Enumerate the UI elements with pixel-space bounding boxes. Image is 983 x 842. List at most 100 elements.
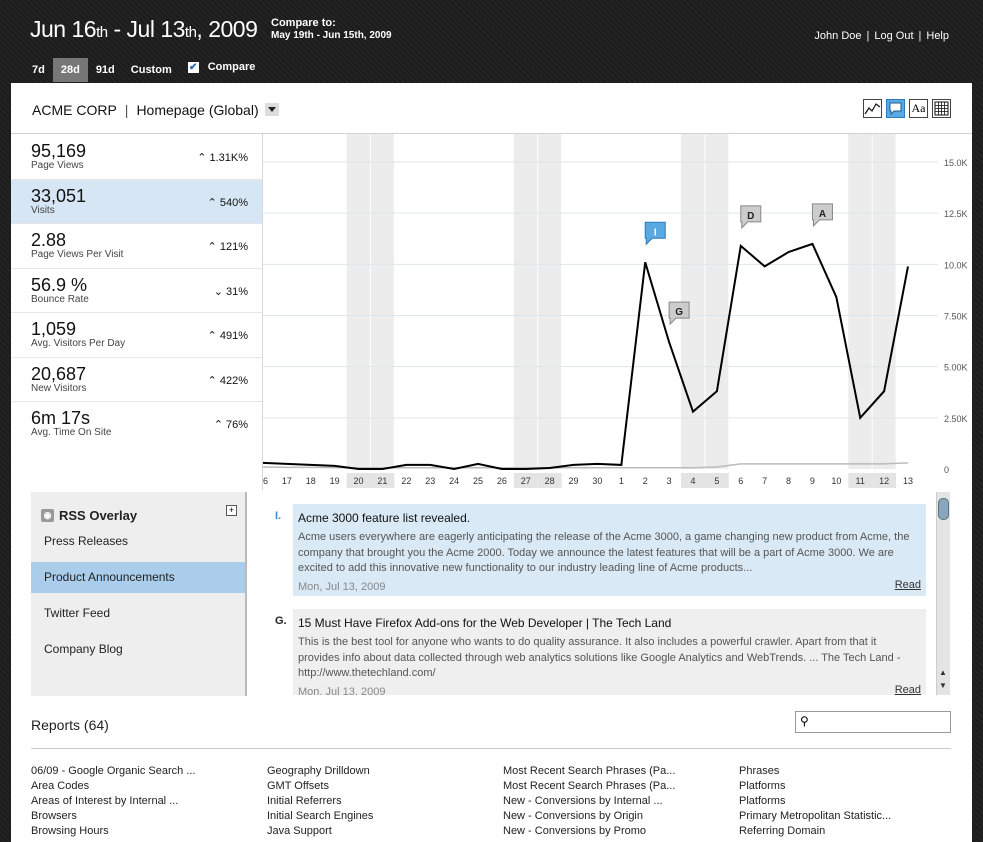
report-link[interactable]: Platforms bbox=[739, 780, 786, 792]
metric-page-views-per-visit[interactable]: 2.88 Page Views Per Visit ⌃ 121% bbox=[11, 224, 262, 269]
feed-twitter[interactable]: Twitter Feed bbox=[44, 606, 111, 620]
metric-change-value: 491% bbox=[219, 330, 248, 342]
range-tab-custom[interactable]: Custom bbox=[130, 64, 172, 76]
scroll-up-icon[interactable]: ▲ bbox=[939, 668, 947, 677]
metric-change-value: 121% bbox=[219, 241, 248, 253]
grid-icon[interactable] bbox=[932, 99, 951, 118]
metric-label: Avg. Time On Site bbox=[31, 427, 112, 438]
metric-change-value: 76% bbox=[225, 419, 248, 431]
report-link[interactable]: 06/09 - Google Organic Search ... bbox=[31, 765, 196, 777]
separator: | bbox=[918, 30, 922, 42]
text-icon[interactable]: Aa bbox=[909, 99, 928, 118]
metric-label: Avg. Visitors Per Day bbox=[31, 338, 126, 349]
report-link[interactable]: Phrases bbox=[739, 765, 780, 777]
report-link[interactable]: Platforms bbox=[739, 795, 786, 807]
metric-change-value: 422% bbox=[219, 374, 248, 387]
date-separator: - bbox=[107, 16, 127, 42]
search-icon: ⚲ bbox=[800, 714, 809, 728]
report-link[interactable]: New - Conversions by Promo bbox=[503, 825, 647, 837]
metric-label: Visits bbox=[31, 204, 55, 216]
site-dropdown-icon[interactable] bbox=[264, 103, 279, 116]
report-search[interactable]: ⚲ bbox=[795, 711, 951, 733]
help-link[interactable]: Help bbox=[926, 30, 949, 42]
x-tick-label: 21 bbox=[377, 476, 387, 486]
site-name[interactable]: Homepage (Global) bbox=[136, 102, 259, 118]
x-tick-label: 20 bbox=[354, 476, 364, 486]
report-search-input[interactable] bbox=[816, 714, 946, 730]
add-feed-button[interactable]: + bbox=[226, 505, 237, 516]
user-name[interactable]: John Doe bbox=[814, 30, 862, 42]
account-name[interactable]: ACME CORP bbox=[32, 102, 117, 118]
report-link[interactable]: Most Recent Search Phrases (Pa... bbox=[503, 780, 676, 792]
report-link[interactable]: Browsers bbox=[31, 810, 77, 822]
comment-icon[interactable] bbox=[886, 99, 905, 118]
report-column: Most Recent Search Phrases (Pa... Most R… bbox=[503, 765, 675, 840]
x-tick-bg bbox=[346, 473, 371, 488]
x-tick-label: 8 bbox=[786, 476, 791, 486]
metric-change: ⌃ 491% bbox=[208, 329, 248, 342]
report-link[interactable]: Referring Domain bbox=[739, 825, 826, 837]
read-link[interactable]: Read bbox=[894, 579, 921, 591]
report-link[interactable]: Most Recent Search Phrases (Pa... bbox=[503, 765, 676, 777]
report-link[interactable]: Java Support bbox=[267, 825, 332, 837]
rss-item[interactable]: G. 15 Must Have Firefox Add-ons for the … bbox=[275, 609, 926, 695]
report-link[interactable]: Geography Drilldown bbox=[267, 765, 370, 777]
metric-value: 2.88 bbox=[31, 230, 67, 250]
x-tick-label: 13 bbox=[903, 476, 913, 486]
rss-title-text: RSS Overlay bbox=[59, 508, 138, 523]
reports-title: Reports (64) bbox=[31, 717, 109, 733]
breadcrumb-separator: | bbox=[124, 102, 129, 118]
report-link[interactable]: Browsing Hours bbox=[31, 825, 109, 837]
report-link[interactable]: GMT Offsets bbox=[267, 780, 329, 792]
up-arrow-icon: ⌃ bbox=[207, 330, 217, 342]
scrollbar-thumb[interactable] bbox=[938, 498, 949, 520]
feed-company-blog[interactable]: Company Blog bbox=[44, 642, 123, 656]
item-marker: G. bbox=[275, 615, 287, 627]
chart-canvas: 02.50K5.00K7.50K10.0K12.5K15.0K161718192… bbox=[263, 134, 968, 488]
report-link[interactable]: Initial Referrers bbox=[267, 795, 342, 807]
scroll-down-icon[interactable]: ▼ bbox=[939, 681, 947, 690]
report-column: Geography Drilldown GMT Offsets Initial … bbox=[267, 765, 373, 840]
compare-checkbox[interactable]: ✔ bbox=[187, 61, 199, 73]
rss-item[interactable]: I. Acme 3000 feature list revealed. Acme… bbox=[275, 504, 926, 596]
range-tabs: 7d 28d 91d Custom ✔ Compare bbox=[24, 58, 255, 82]
visits-chart[interactable]: 02.50K5.00K7.50K10.0K12.5K15.0K161718192… bbox=[262, 134, 972, 490]
line-chart-icon[interactable] bbox=[863, 99, 882, 118]
x-tick-label: 4 bbox=[690, 476, 695, 486]
up-arrow-icon: ⌃ bbox=[207, 241, 217, 253]
rss-item-list: I. Acme 3000 feature list revealed. Acme… bbox=[263, 492, 936, 695]
rss-scrollbar[interactable]: ▲ ▼ bbox=[936, 492, 950, 695]
range-tab-28d[interactable]: 28d bbox=[52, 58, 88, 82]
report-link[interactable]: Area Codes bbox=[31, 780, 90, 792]
logout-link[interactable]: Log Out bbox=[874, 30, 914, 42]
y-tick-label: 0 bbox=[944, 465, 949, 475]
metric-visits[interactable]: 33,051 Visits ⌃ 540% bbox=[11, 179, 262, 224]
report-link[interactable]: New - Conversions by Origin bbox=[503, 810, 643, 822]
range-tab-7d[interactable]: 7d bbox=[32, 64, 45, 76]
feed-press-releases[interactable]: Press Releases bbox=[44, 534, 129, 548]
report-link[interactable]: Areas of Interest by Internal ... bbox=[31, 795, 179, 807]
x-tick-label: 5 bbox=[714, 476, 719, 486]
read-link[interactable]: Read bbox=[894, 684, 921, 695]
item-title[interactable]: 15 Must Have Firefox Add-ons for the Web… bbox=[298, 616, 672, 630]
report-link[interactable]: Initial Search Engines bbox=[267, 810, 374, 822]
annotation-marker bbox=[811, 203, 833, 228]
metric-avg-time-on-site[interactable]: 6m 17s Avg. Time On Site ⌃ 76% bbox=[11, 402, 262, 447]
metric-page-views[interactable]: 95,169 Page Views ⌃ 1.31K% bbox=[11, 135, 262, 180]
item-title[interactable]: Acme 3000 feature list revealed. bbox=[298, 511, 471, 525]
date-year: , 2009 bbox=[196, 16, 258, 42]
metric-value: 20,687 bbox=[31, 363, 87, 384]
metric-new-visitors[interactable]: 20,687 New Visitors ⌃ 422% bbox=[11, 358, 262, 402]
main-panel: ACME CORP | Homepage (Global) Aa 95,169 Pa… bbox=[11, 83, 972, 842]
metric-value: 56.9 % bbox=[31, 274, 88, 295]
report-link[interactable]: New - Conversions by Internal ... bbox=[503, 795, 663, 807]
metric-bounce-rate[interactable]: 56.9 % Bounce Rate ⌄ 31% bbox=[11, 269, 262, 313]
report-link[interactable]: Primary Metropolitan Statistic... bbox=[739, 810, 892, 822]
feed-product-announcements[interactable]: Product Announcements bbox=[31, 562, 245, 593]
weekend-band bbox=[513, 134, 538, 469]
item-date: Mon, Jul 13, 2009 bbox=[298, 580, 386, 593]
range-tab-91d[interactable]: 91d bbox=[95, 64, 115, 76]
compare-toggle[interactable]: ✔ Compare bbox=[187, 58, 255, 82]
metric-avg-visitors-per-day[interactable]: 1,059 Avg. Visitors Per Day ⌃ 491% bbox=[11, 313, 262, 358]
compare-range[interactable]: May 19th - Jun 15th, 2009 bbox=[271, 30, 392, 41]
